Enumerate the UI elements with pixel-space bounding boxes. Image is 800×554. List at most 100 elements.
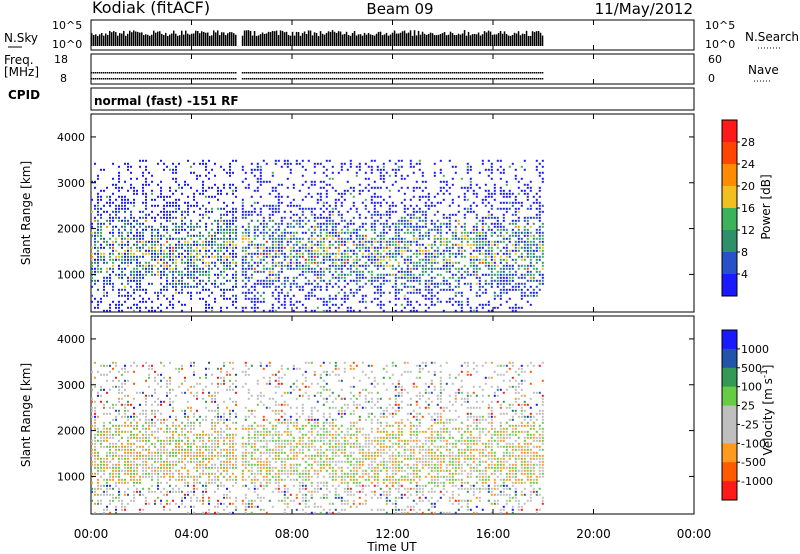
range-cell — [355, 174, 358, 177]
range-cell — [337, 249, 340, 252]
range-cell — [97, 228, 99, 231]
range-cell — [94, 418, 96, 421]
range-cell — [91, 409, 93, 412]
range-cell — [286, 186, 289, 189]
range-cell — [205, 207, 207, 210]
range-cell — [409, 273, 412, 276]
nsky-sample — [493, 34, 496, 46]
nsky-sample — [107, 35, 109, 46]
range-cell — [133, 303, 135, 306]
range-cell — [100, 466, 102, 469]
range-cell — [358, 162, 361, 165]
range-cell — [313, 180, 316, 183]
range-cell — [400, 288, 403, 291]
freq-sample — [363, 72, 366, 74]
freq-sample — [167, 72, 169, 74]
range-cell — [343, 198, 346, 201]
range-cell — [247, 183, 250, 186]
range-cell — [397, 225, 400, 228]
range-cell — [118, 255, 120, 258]
range-cell — [115, 484, 117, 487]
range-cell — [235, 159, 237, 162]
range-cell — [202, 234, 204, 237]
range-cell — [130, 454, 132, 457]
range-cell — [244, 252, 247, 255]
range-cell — [475, 213, 478, 216]
range-cell — [205, 243, 207, 246]
range-cell — [253, 252, 256, 255]
range-cell — [256, 279, 259, 282]
range-cell — [361, 237, 364, 240]
range-cell — [184, 180, 186, 183]
range-cell — [124, 403, 126, 406]
nave-sample — [373, 78, 376, 80]
range-cell — [454, 231, 457, 234]
range-cell — [145, 403, 147, 406]
range-cell — [508, 297, 511, 300]
freq-sample — [155, 72, 157, 74]
range-cell — [388, 264, 391, 267]
freq-sample — [123, 72, 125, 74]
range-cell — [121, 448, 123, 451]
range-cell — [424, 285, 427, 288]
range-cell — [316, 306, 319, 309]
range-cell — [187, 273, 189, 276]
range-cell — [163, 225, 165, 228]
range-cell — [418, 246, 421, 249]
range-cell — [487, 213, 490, 216]
range-cell — [115, 433, 117, 436]
range-cell — [388, 237, 391, 240]
range-cell — [232, 222, 234, 225]
range-cell — [223, 234, 225, 237]
range-cell — [274, 279, 277, 282]
nave-sample — [379, 78, 382, 80]
range-cell — [394, 168, 397, 171]
range-cell — [271, 309, 274, 312]
range-cell — [136, 234, 138, 237]
freq-sample — [169, 72, 171, 74]
range-cell — [133, 469, 135, 472]
range-cell — [277, 183, 280, 186]
range-cell — [337, 285, 340, 288]
range-cell — [367, 264, 370, 267]
nsky-sample — [505, 34, 508, 46]
range-cell — [523, 228, 526, 231]
range-cell — [142, 475, 144, 478]
range-cell — [250, 162, 253, 165]
range-cell — [466, 186, 469, 189]
range-cell — [304, 168, 307, 171]
freq-sample — [393, 72, 396, 74]
range-cell — [97, 484, 99, 487]
range-cell — [178, 255, 180, 258]
range-cell — [106, 412, 108, 415]
range-cell — [319, 252, 322, 255]
range-cell — [400, 246, 403, 249]
range-cell — [352, 261, 355, 264]
nsky-sample — [169, 34, 171, 46]
range-cell — [325, 174, 328, 177]
range-cell — [478, 219, 481, 222]
range-cell — [151, 204, 153, 207]
range-cell — [190, 186, 192, 189]
range-cell — [112, 442, 114, 445]
range-cell — [109, 273, 111, 276]
range-cell — [142, 183, 144, 186]
nsky-sample — [541, 35, 544, 46]
range-cell — [139, 276, 141, 279]
range-cell — [121, 225, 123, 228]
nave-sample — [503, 78, 506, 80]
range-cell — [172, 204, 174, 207]
range-cell — [199, 213, 201, 216]
range-cell — [220, 189, 222, 192]
range-cell — [94, 186, 96, 189]
nsky-sample — [351, 33, 354, 46]
range-cell — [151, 231, 153, 234]
range-cell — [205, 282, 207, 285]
range-cell — [103, 261, 105, 264]
range-cell — [373, 228, 376, 231]
range-cell — [418, 249, 421, 252]
range-cell — [475, 246, 478, 249]
nave-sample — [389, 78, 392, 80]
range-cell — [259, 174, 262, 177]
range-cell — [130, 183, 132, 186]
